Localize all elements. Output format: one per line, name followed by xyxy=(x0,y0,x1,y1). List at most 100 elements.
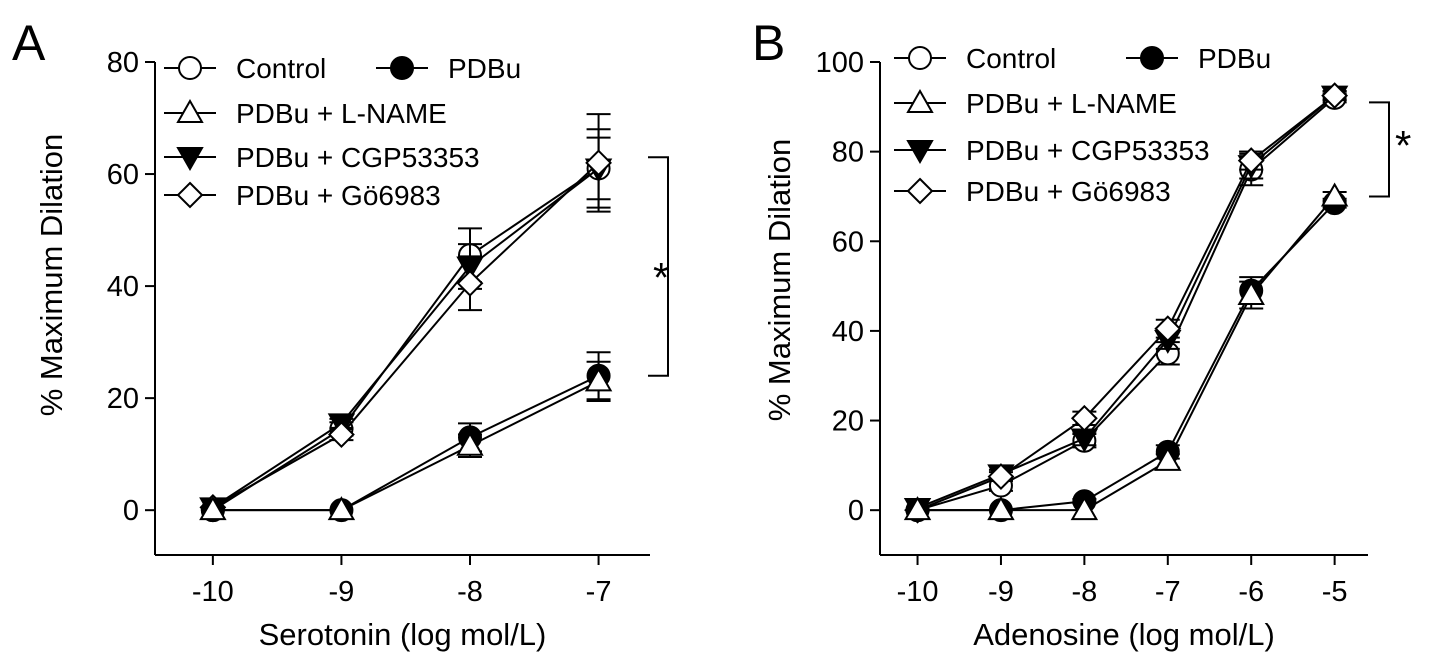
panel-b-series-pdbu-go6983 xyxy=(904,82,1349,524)
panel-b-series-pdbu-l-name xyxy=(903,182,1349,521)
series-line xyxy=(212,167,600,509)
data-point xyxy=(1320,182,1349,207)
significance-star: * xyxy=(653,254,669,301)
panel-a-serotonin-chart: A 0 20 40 60 80 -10 -9 -8 -7 Serotonin (log mol/L)… xyxy=(12,15,669,652)
data-point xyxy=(327,496,356,521)
series-line xyxy=(212,374,600,512)
legend-marker xyxy=(178,56,202,80)
series-line xyxy=(917,94,1336,512)
panel-b-x-axis-title: Adenosine (log mol/L) xyxy=(973,617,1275,652)
legend-item-control: Control xyxy=(894,43,1056,74)
data-point xyxy=(584,367,613,392)
bracket-line xyxy=(1369,101,1390,198)
panel-b-legend: Control PDBu PDBu + L-NAME PDBu + CGP53353 P… xyxy=(894,43,1271,207)
legend-label: PDBu + Gö6983 xyxy=(236,180,441,211)
data-point xyxy=(1237,147,1265,175)
panel-b-axes: 0 20 40 60 80 100 -10 -9 -8 -7 -6 -5 xyxy=(816,47,1368,608)
panel-a-y-tick-label: 40 xyxy=(107,271,139,303)
series-line xyxy=(917,202,1336,512)
panel-b-letter: B xyxy=(752,15,785,71)
panel-a-significance-bracket: * xyxy=(648,156,669,377)
legend-marker xyxy=(908,46,932,70)
data-point xyxy=(328,421,355,448)
data-point xyxy=(1154,315,1182,343)
series-line xyxy=(212,380,600,512)
legend-item-pdbu-go6983: PDBu + Gö6983 xyxy=(894,176,1171,207)
legend-item-pdbu-l-name: PDBu + L-NAME xyxy=(894,88,1177,119)
legend-marker xyxy=(176,147,204,172)
legend-label: PDBu xyxy=(448,53,521,84)
panel-b-x-tick-label: -5 xyxy=(1322,576,1348,608)
panel-a-x-tick-label: -8 xyxy=(457,576,483,608)
legend-item-pdbu-cgp53353: PDBu + CGP53353 xyxy=(164,142,480,173)
data-point xyxy=(585,149,612,177)
data-point xyxy=(1321,82,1349,110)
series-line xyxy=(212,167,600,512)
panel-a-letter: A xyxy=(12,15,46,71)
data-point xyxy=(1237,281,1265,306)
legend-item-pdbu: PDBu xyxy=(376,53,521,84)
panel-b-y-tick-label: 40 xyxy=(832,316,864,348)
data-point xyxy=(1070,404,1098,432)
panel-b-y-tick-label: 60 xyxy=(832,226,864,258)
panel-b-x-tick-label: -10 xyxy=(897,576,939,608)
panel-a-y-tick-label: 0 xyxy=(123,495,139,527)
panel-b-x-tick-label: -7 xyxy=(1155,576,1181,608)
legend-label: PDBu + L-NAME xyxy=(236,98,447,129)
panel-b-significance-bracket: * xyxy=(1369,101,1411,198)
panel-b-x-tick-label: -8 xyxy=(1071,576,1097,608)
legend-label: Control xyxy=(966,43,1056,74)
legend-label: PDBu + L-NAME xyxy=(966,88,1177,119)
panel-b-x-tick-label: -6 xyxy=(1238,576,1264,608)
panel-b-y-tick-label: 100 xyxy=(816,47,864,79)
legend-marker xyxy=(1140,46,1164,70)
panel-b-y-tick-label: 20 xyxy=(832,406,864,438)
panel-a-y-axis-title: % Maximum Dilation xyxy=(34,134,69,417)
legend-label: PDBu + Gö6983 xyxy=(966,176,1171,207)
panel-a-x-tick-label: -10 xyxy=(192,576,234,608)
panel-b-y-tick-label: 0 xyxy=(848,495,864,527)
data-point xyxy=(1070,496,1099,521)
legend-marker xyxy=(176,98,204,123)
legend-item-pdbu: PDBu xyxy=(1126,43,1271,74)
panel-a-series-pdbu-go6983 xyxy=(199,113,612,521)
legend-label: PDBu xyxy=(1198,43,1271,74)
panel-b-y-axis-title: % Maximum Dilation xyxy=(762,139,797,422)
panel-b-adenosine-chart: B 0 20 40 60 80 100 -10 -9 -8 -7 -6 -5 Adenosine (log… xyxy=(752,15,1411,652)
data-point xyxy=(987,463,1015,490)
significance-star: * xyxy=(1395,122,1411,169)
legend-item-control: Control xyxy=(164,53,326,84)
panel-a-y-tick-label: 20 xyxy=(107,383,139,415)
panel-a-axes: 0 20 40 60 80 -10 -9 -8 -7 xyxy=(107,47,650,608)
series-line xyxy=(917,94,1336,509)
legend-label: PDBu + CGP53353 xyxy=(966,135,1210,166)
panel-b-series-pdbu xyxy=(905,191,1347,523)
panel-a-series-pdbu-l-name xyxy=(199,360,613,521)
legend-label: PDBu + CGP53353 xyxy=(236,142,480,173)
panel-b-series xyxy=(903,82,1349,524)
series-line xyxy=(917,97,1336,512)
panel-a-series-pdbu xyxy=(200,351,611,523)
panel-b-y-tick-label: 80 xyxy=(832,137,864,169)
data-point xyxy=(199,496,227,521)
legend-item-pdbu-cgp53353: PDBu + CGP53353 xyxy=(894,135,1210,166)
panel-b-x-tick-label: -9 xyxy=(988,576,1014,608)
panel-a-x-tick-label: -9 xyxy=(329,576,355,608)
data-point xyxy=(456,431,484,456)
legend-marker xyxy=(906,140,934,165)
legend-marker xyxy=(906,88,934,113)
legend-marker xyxy=(390,56,414,80)
legend-marker xyxy=(906,177,934,205)
data-point xyxy=(1154,446,1182,471)
legend-marker xyxy=(176,181,204,209)
panel-a-y-tick-label: 60 xyxy=(107,159,139,191)
legend-item-pdbu-l-name: PDBu + L-NAME xyxy=(164,98,447,129)
legend-label: Control xyxy=(236,53,326,84)
data-point xyxy=(456,269,484,297)
data-point xyxy=(903,496,932,521)
panel-a-series xyxy=(199,113,613,523)
panel-a-x-tick-label: -7 xyxy=(586,576,612,608)
series-line xyxy=(917,195,1336,512)
